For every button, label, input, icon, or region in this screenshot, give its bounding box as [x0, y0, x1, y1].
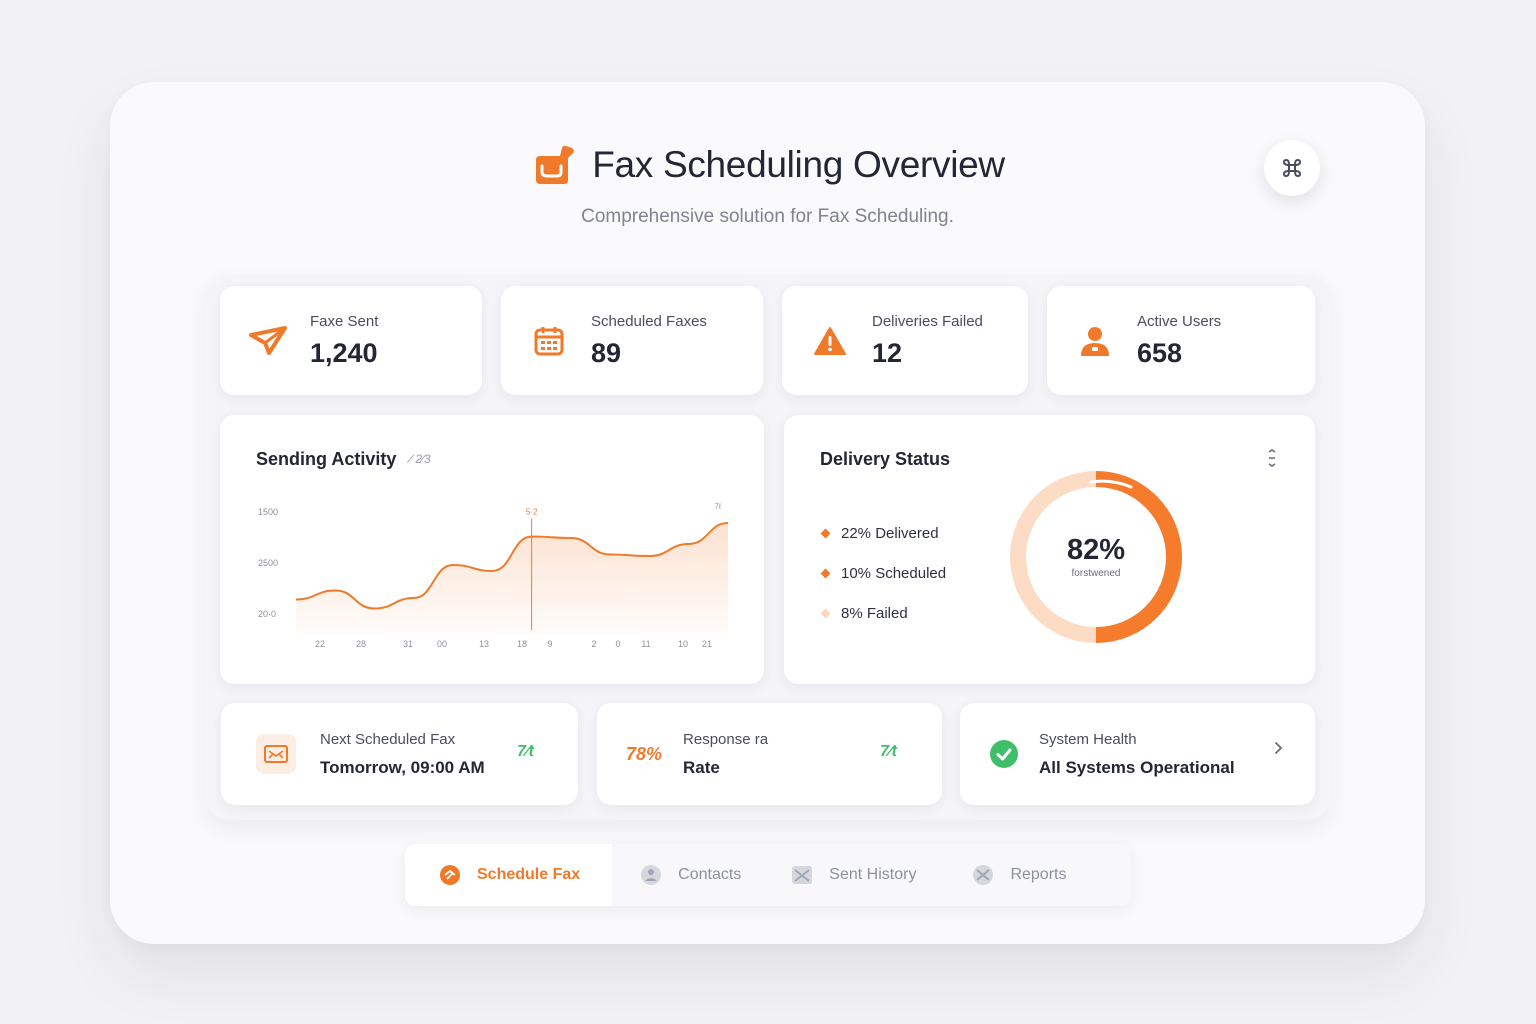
- stat-label: Scheduled Faxes: [591, 312, 707, 330]
- legend-label: 10% Scheduled: [841, 564, 947, 582]
- legend-label: 8% Failed: [841, 604, 908, 622]
- x-tick-label: 18: [517, 639, 527, 649]
- donut-highlight: [1089, 479, 1133, 489]
- x-tick-label: 13: [479, 639, 489, 649]
- user-icon: [1075, 321, 1115, 361]
- legend-label: 22% Delivered: [841, 524, 939, 542]
- nav-reports[interactable]: Reports: [972, 844, 1066, 906]
- response-rate-card[interactable]: 78% Response ra Rate 7⁄t: [597, 703, 942, 805]
- x-tick-label: 00: [437, 639, 447, 649]
- stat-card-faxes-sent[interactable]: Faxe Sent 1,240: [220, 286, 482, 395]
- stat-value: 12: [872, 337, 903, 368]
- command-icon: [1282, 158, 1302, 178]
- y-tick-label: 1500: [258, 507, 278, 517]
- x-tick-label: 9: [547, 639, 552, 649]
- x-tick-label: 11: [641, 639, 650, 649]
- end-label: 7ℓ: [714, 502, 721, 511]
- x-tick-label: 0: [615, 639, 620, 649]
- health-value: All Systems Operational: [1039, 757, 1235, 777]
- x-tick-label: 21: [702, 639, 712, 649]
- donut-sub-label: forstwened: [1071, 568, 1121, 579]
- reports-icon: [973, 865, 994, 885]
- delivery-legend: 22% Delivered 10% Scheduled 8% Failed: [820, 513, 947, 633]
- contacts-icon: [641, 865, 662, 885]
- stat-value: 89: [591, 337, 622, 368]
- peak-label: 5·2: [526, 508, 538, 517]
- next-fax-label: Next Scheduled Fax: [320, 730, 456, 748]
- x-tick-label: 31: [403, 639, 413, 649]
- stat-value: 658: [1137, 337, 1183, 368]
- metrics-panel: Faxe Sent 1,240 Scheduled Faxes 89: [206, 275, 1330, 820]
- legend-marker: [820, 528, 831, 538]
- delivery-status-title: Delivery Status: [820, 449, 951, 469]
- page-subtitle: Comprehensive solution for Fax Schedulin…: [581, 206, 954, 227]
- x-tick-label: 2: [591, 639, 596, 649]
- calendar-icon: [529, 321, 569, 361]
- response-value: Rate: [683, 757, 720, 777]
- settings-button[interactable]: [1264, 140, 1320, 196]
- legend-marker: [820, 608, 831, 618]
- next-scheduled-fax-card[interactable]: Next Scheduled Fax Tomorrow, 09:00 AM 7⁄…: [221, 703, 578, 805]
- stat-label: Active Users: [1137, 312, 1222, 330]
- chevron-right-icon[interactable]: [1274, 741, 1284, 755]
- nav-sent-history[interactable]: Sent History: [791, 844, 972, 906]
- activity-area: [296, 523, 728, 635]
- stat-card-active-users[interactable]: Active Users 658: [1047, 286, 1315, 395]
- delivery-donut: 82% forstwened: [1007, 468, 1185, 646]
- legend-item-delivered: 22% Delivered: [820, 513, 946, 553]
- nav-label: Schedule Fax: [477, 866, 581, 883]
- y-tick-label: 2500: [258, 558, 278, 568]
- stat-value: 1,240: [310, 337, 378, 368]
- paper-plane-icon: [248, 321, 288, 361]
- y-tick-label: 20·0: [258, 609, 276, 619]
- nav-contacts[interactable]: Contacts: [612, 844, 791, 906]
- stat-label: Deliveries Failed: [872, 312, 983, 330]
- page-title: Fax Scheduling Overview: [592, 144, 1005, 185]
- x-tick-label: 10: [678, 639, 688, 649]
- dashboard-frame: Fax Scheduling Overview Comprehensive so…: [110, 82, 1425, 944]
- stat-card-deliveries-failed[interactable]: Deliveries Failed 12: [782, 286, 1028, 395]
- nav-label: Reports: [1010, 866, 1067, 883]
- header: Fax Scheduling Overview Comprehensive so…: [110, 142, 1425, 228]
- x-tick-label: 22: [315, 639, 325, 649]
- check-circle-icon: [990, 740, 1018, 768]
- warning-icon: [810, 321, 850, 361]
- trend-up-icon: 7⁄t: [880, 743, 897, 760]
- sending-activity-aux: ⁄ 2⁄3: [410, 452, 431, 466]
- activity-series-line: [295, 522, 729, 610]
- stat-label: Faxe Sent: [310, 312, 379, 330]
- sending-activity-title: Sending Activity: [256, 449, 397, 469]
- system-health-card[interactable]: System Health All Systems Operational: [960, 703, 1315, 805]
- activity-chart: 5·2 7ℓ 1500 2500 20·0 22 28 31 00 13 18 9 2 0 11 10 21: [258, 502, 729, 649]
- donut-arc: [1010, 471, 1182, 643]
- trend-up-icon: 7⁄t: [517, 743, 534, 760]
- history-icon: [792, 866, 813, 884]
- legend-marker: [820, 568, 831, 578]
- delivery-status-card: Delivery Status 22% Delivered 10% Schedu…: [784, 415, 1315, 684]
- legend-item-failed: 8% Failed: [820, 593, 946, 633]
- x-tick-label: 28: [356, 639, 366, 649]
- legend-item-scheduled: 10% Scheduled: [820, 553, 947, 593]
- donut-value: 82%: [1066, 534, 1126, 566]
- response-label: Response ra: [683, 730, 769, 748]
- nav-label: Contacts: [678, 866, 742, 883]
- health-label: System Health: [1039, 730, 1137, 748]
- response-percent: 78%: [626, 743, 663, 764]
- more-options-icon[interactable]: [1267, 449, 1277, 467]
- sending-activity-card: Sending Activity ⁄ 2⁄3 5·2 7ℓ 1500 2500 20·0…: [220, 415, 764, 684]
- fax-logo-icon: [536, 145, 574, 184]
- schedule-icon: [440, 865, 460, 885]
- stat-card-scheduled-faxes[interactable]: Scheduled Faxes 89: [501, 286, 763, 395]
- fax-icon: [256, 734, 296, 774]
- next-fax-value: Tomorrow, 09:00 AM: [320, 757, 485, 777]
- nav-label: Sent History: [829, 866, 917, 883]
- bottom-nav: Schedule Fax Contacts Sent History: [405, 844, 1131, 906]
- nav-schedule-fax[interactable]: Schedule Fax: [405, 844, 613, 906]
